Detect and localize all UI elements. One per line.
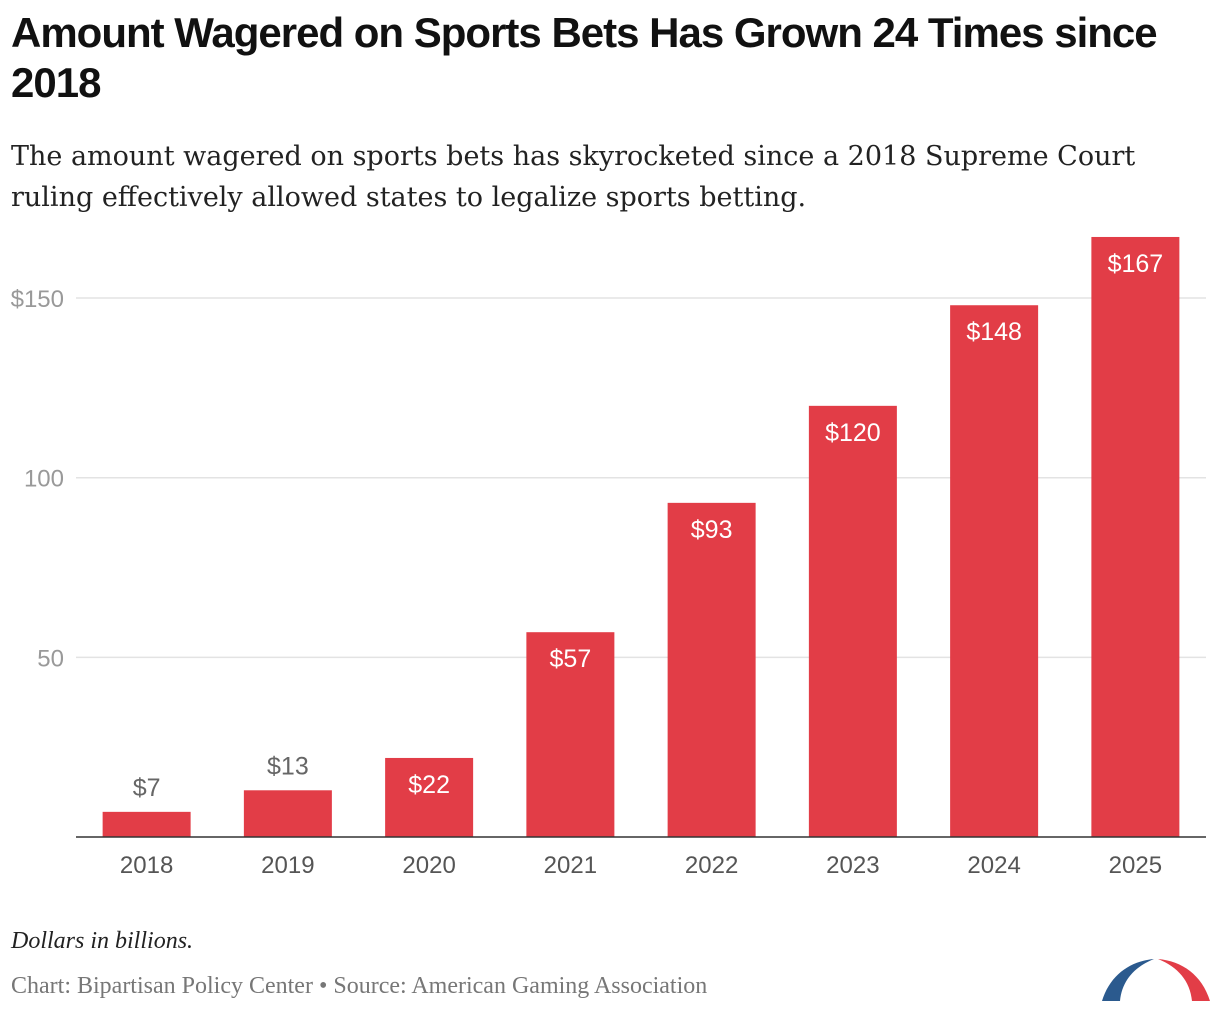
x-tick-label: 2024 [967, 852, 1020, 879]
units-note: Dollars in billions. [11, 928, 194, 954]
logo-red-arc [1158, 959, 1210, 1001]
data-label: $7 [133, 774, 161, 802]
bar [667, 502, 756, 837]
x-tick-label: 2022 [685, 852, 738, 879]
y-tick-label: 100 [24, 466, 64, 493]
x-tick-label: 2019 [261, 852, 314, 879]
data-label: $167 [1108, 250, 1164, 278]
x-tick-label: 2020 [402, 852, 455, 879]
bpc-logo-icon [1102, 959, 1210, 1001]
x-tick-label: 2021 [544, 852, 597, 879]
x-tick-label: 2018 [120, 852, 173, 879]
bar [808, 405, 897, 837]
x-tick-label: 2023 [826, 852, 879, 879]
y-tick-label: $150 [11, 286, 64, 313]
data-label: $22 [408, 771, 450, 799]
bar [385, 757, 474, 837]
logo-blue-arc [1102, 959, 1154, 1001]
bar [1091, 236, 1180, 837]
data-label: $120 [825, 419, 881, 447]
data-label: $93 [691, 516, 733, 544]
bar [526, 632, 615, 837]
data-label: $13 [267, 752, 309, 780]
bar [102, 811, 191, 837]
chart-subtitle: The amount wagered on sports bets has sk… [11, 141, 1136, 213]
source-credit: Chart: Bipartisan Policy Center • Source… [11, 973, 708, 999]
data-label: $148 [966, 318, 1022, 346]
bar-chart: 50 100 $150 $7 2018 $13 2019 $22 2020 $57 2021 $93 2… [11, 236, 1206, 879]
chart-title: Amount Wagered on Sports Bets Has Grown … [11, 9, 1158, 106]
bar [243, 790, 332, 837]
x-tick-label: 2025 [1109, 852, 1162, 879]
bar [950, 305, 1039, 838]
y-tick-label: 50 [37, 645, 64, 672]
data-label: $57 [550, 645, 592, 673]
